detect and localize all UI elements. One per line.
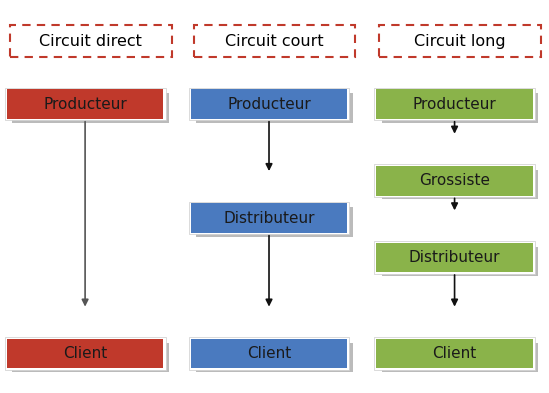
FancyBboxPatch shape [7, 90, 164, 119]
FancyBboxPatch shape [382, 247, 538, 276]
FancyBboxPatch shape [194, 25, 356, 57]
FancyBboxPatch shape [13, 343, 169, 373]
FancyBboxPatch shape [13, 94, 169, 123]
Text: Circuit direct: Circuit direct [39, 34, 142, 49]
FancyBboxPatch shape [191, 339, 348, 369]
Text: Client: Client [63, 346, 107, 361]
FancyBboxPatch shape [382, 94, 538, 123]
FancyBboxPatch shape [374, 164, 535, 197]
FancyBboxPatch shape [189, 88, 350, 120]
FancyBboxPatch shape [382, 170, 538, 199]
FancyBboxPatch shape [10, 25, 171, 57]
FancyBboxPatch shape [377, 90, 533, 119]
FancyBboxPatch shape [377, 242, 533, 272]
FancyBboxPatch shape [191, 90, 348, 119]
FancyBboxPatch shape [197, 207, 353, 237]
FancyBboxPatch shape [374, 337, 535, 370]
FancyBboxPatch shape [7, 339, 164, 369]
Text: Producteur: Producteur [43, 97, 127, 112]
FancyBboxPatch shape [382, 343, 538, 373]
FancyBboxPatch shape [374, 241, 535, 274]
Text: Circuit court: Circuit court [225, 34, 324, 49]
Text: Grossiste: Grossiste [419, 173, 490, 188]
FancyBboxPatch shape [191, 204, 348, 233]
FancyBboxPatch shape [377, 166, 533, 195]
Text: Client: Client [433, 346, 477, 361]
FancyBboxPatch shape [197, 94, 353, 123]
Text: Client: Client [247, 346, 291, 361]
FancyBboxPatch shape [374, 88, 535, 120]
Text: Producteur: Producteur [413, 97, 496, 112]
FancyBboxPatch shape [379, 25, 541, 57]
FancyBboxPatch shape [5, 88, 166, 120]
FancyBboxPatch shape [5, 337, 166, 370]
Text: Circuit long: Circuit long [414, 34, 506, 49]
FancyBboxPatch shape [197, 343, 353, 373]
FancyBboxPatch shape [377, 339, 533, 369]
Text: Distributeur: Distributeur [223, 211, 315, 226]
Text: Producteur: Producteur [227, 97, 311, 112]
FancyBboxPatch shape [189, 337, 350, 370]
Text: Distributeur: Distributeur [409, 250, 500, 265]
FancyBboxPatch shape [189, 202, 350, 234]
